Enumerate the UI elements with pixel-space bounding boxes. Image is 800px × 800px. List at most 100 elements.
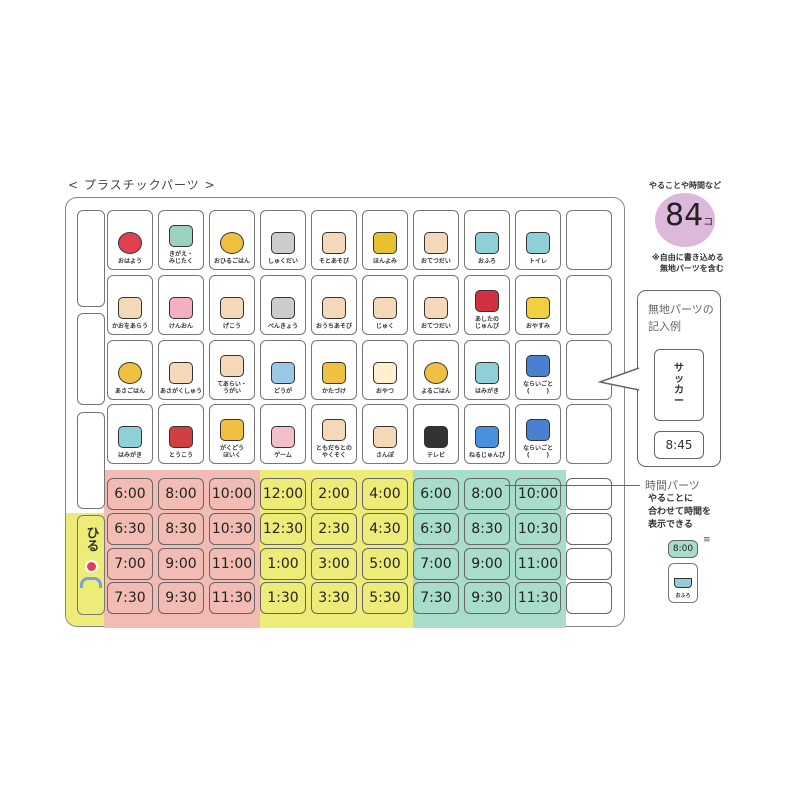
activity-card[interactable]: ならいごと ( ) xyxy=(515,404,561,464)
time-card[interactable]: 6:30 xyxy=(413,513,459,545)
time-card[interactable]: 11:30 xyxy=(209,582,255,614)
blank-time-card[interactable] xyxy=(566,548,612,580)
side-slot[interactable] xyxy=(77,210,105,307)
sun-icon xyxy=(86,562,96,571)
time-card[interactable]: 2:00 xyxy=(311,478,357,510)
time-card[interactable]: 11:00 xyxy=(209,548,255,580)
time-card[interactable]: 8:00 xyxy=(158,478,204,510)
time-card[interactable]: 1:00 xyxy=(260,548,306,580)
activity-card[interactable]: おてつだい xyxy=(413,275,459,335)
activity-card[interactable]: さんぽ xyxy=(362,404,408,464)
activity-card[interactable]: トイレ xyxy=(515,210,561,270)
activity-label: けんおん xyxy=(168,323,193,330)
side-label-hiru[interactable]: ひる xyxy=(77,515,105,615)
thermometer-icon xyxy=(169,297,193,319)
activity-card[interactable]: がくどう ほいく xyxy=(209,404,255,464)
activity-label: ゲーム xyxy=(274,452,292,459)
time-card[interactable]: 6:00 xyxy=(107,478,153,510)
time-card[interactable]: 9:00 xyxy=(464,548,510,580)
activity-label: てあらい・ うがい xyxy=(217,381,247,395)
toy-box-icon xyxy=(322,362,346,384)
blank-card[interactable] xyxy=(566,404,612,464)
activity-card[interactable]: おてつだい xyxy=(413,210,459,270)
time-card[interactable]: 7:30 xyxy=(107,582,153,614)
activity-label: じゅく xyxy=(375,323,394,330)
time-card[interactable]: 9:30 xyxy=(158,582,204,614)
activity-card[interactable]: はみがき xyxy=(107,404,153,464)
time-card[interactable]: 5:30 xyxy=(362,582,408,614)
activity-card[interactable]: おやつ xyxy=(362,340,408,400)
time-card[interactable]: 10:30 xyxy=(515,513,561,545)
time-card[interactable]: 7:30 xyxy=(413,582,459,614)
activity-card[interactable]: ともだちとの やくそく xyxy=(311,404,357,464)
activity-card[interactable]: どうが xyxy=(260,340,306,400)
bathtub-icon xyxy=(475,232,499,254)
side-slot[interactable] xyxy=(77,412,105,509)
activity-card[interactable]: そとあそび xyxy=(311,210,357,270)
activity-card[interactable]: けんおん xyxy=(158,275,204,335)
activity-card[interactable]: おうちあそび xyxy=(311,275,357,335)
activity-label: おやすみ xyxy=(525,323,550,330)
time-card[interactable]: 8:30 xyxy=(158,513,204,545)
activity-card[interactable]: ほんよみ xyxy=(362,210,408,270)
time-card[interactable]: 4:30 xyxy=(362,513,408,545)
activity-card[interactable]: しゅくだい xyxy=(260,210,306,270)
activity-card[interactable]: おはよう xyxy=(107,210,153,270)
activity-label: がくどう ほいく xyxy=(219,445,244,459)
time-card[interactable]: 1:30 xyxy=(260,582,306,614)
activity-card[interactable]: おやすみ xyxy=(515,275,561,335)
activity-label: きがえ・ みじたく xyxy=(168,251,193,265)
activity-card[interactable]: テレビ xyxy=(413,404,459,464)
activity-card[interactable]: じゅく xyxy=(362,275,408,335)
dog-walk-icon xyxy=(373,426,397,448)
time-card[interactable]: 10:00 xyxy=(209,478,255,510)
time-card[interactable]: 12:30 xyxy=(260,513,306,545)
notebook-icon xyxy=(271,297,295,319)
activity-card[interactable]: かたづけ xyxy=(311,340,357,400)
lesson-bag-icon xyxy=(526,419,550,441)
time-card[interactable]: 8:00 xyxy=(464,478,510,510)
time-card[interactable]: 3:30 xyxy=(311,582,357,614)
time-card[interactable]: 8:30 xyxy=(464,513,510,545)
activity-card[interactable]: ゲーム xyxy=(260,404,306,464)
activity-card[interactable]: はみがき xyxy=(464,340,510,400)
side-slot[interactable] xyxy=(77,313,105,405)
activity-card[interactable]: とうこう xyxy=(158,404,204,464)
blank-card[interactable] xyxy=(566,340,612,400)
time-card[interactable]: 11:00 xyxy=(515,548,561,580)
time-card[interactable]: 9:00 xyxy=(158,548,204,580)
time-card[interactable]: 4:00 xyxy=(362,478,408,510)
blank-time-card[interactable] xyxy=(566,478,612,510)
time-card[interactable]: 6:00 xyxy=(413,478,459,510)
time-card[interactable]: 9:30 xyxy=(464,582,510,614)
time-card[interactable]: 5:00 xyxy=(362,548,408,580)
activity-card[interactable]: おひるごはん xyxy=(209,210,255,270)
activity-card[interactable]: かおをあらう xyxy=(107,275,153,335)
activity-card[interactable]: ねるじゅんび xyxy=(464,404,510,464)
time-card[interactable]: 11:30 xyxy=(515,582,561,614)
blank-time-card[interactable] xyxy=(566,513,612,545)
time-card[interactable]: 10:30 xyxy=(209,513,255,545)
activity-card[interactable]: あしたの じゅんび xyxy=(464,275,510,335)
activity-card[interactable]: おふろ xyxy=(464,210,510,270)
time-card[interactable]: 12:00 xyxy=(260,478,306,510)
activity-card[interactable]: あさがくしゅう xyxy=(158,340,204,400)
activity-card[interactable]: きがえ・ みじたく xyxy=(158,210,204,270)
activity-card[interactable]: てあらい・ うがい xyxy=(209,340,255,400)
time-card[interactable]: 2:30 xyxy=(311,513,357,545)
activity-label: おはよう xyxy=(117,258,142,265)
time-card[interactable]: 7:00 xyxy=(107,548,153,580)
blank-time-card[interactable] xyxy=(566,582,612,614)
time-card[interactable]: 10:00 xyxy=(515,478,561,510)
activity-card[interactable]: げこう xyxy=(209,275,255,335)
activity-card[interactable]: べんきょう xyxy=(260,275,306,335)
time-card[interactable]: 6:30 xyxy=(107,513,153,545)
blank-card[interactable] xyxy=(566,210,612,270)
time-card[interactable]: 7:00 xyxy=(413,548,459,580)
activity-label: しゅくだい xyxy=(267,258,298,265)
blank-card[interactable] xyxy=(566,275,612,335)
time-card[interactable]: 3:00 xyxy=(311,548,357,580)
activity-card[interactable]: あさごはん xyxy=(107,340,153,400)
activity-card[interactable]: ならいごと ( ) xyxy=(515,340,561,400)
activity-card[interactable]: よるごはん xyxy=(413,340,459,400)
